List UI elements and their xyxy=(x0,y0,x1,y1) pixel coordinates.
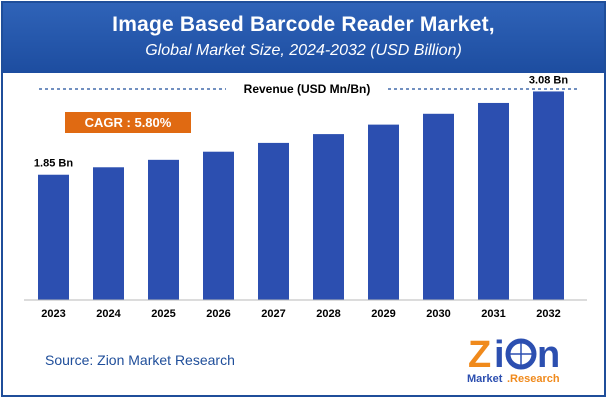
cagr-label: CAGR : 5.80% xyxy=(85,115,172,130)
bar-2027 xyxy=(258,142,289,300)
x-tick-label: 2026 xyxy=(206,308,230,320)
x-tick-label: 2031 xyxy=(481,308,505,320)
bar-2025 xyxy=(148,159,179,300)
bar-2032 xyxy=(533,91,564,300)
svg-text:.Research: .Research xyxy=(507,373,560,385)
x-tick-label: 2030 xyxy=(426,308,450,320)
svg-text:Z: Z xyxy=(468,334,491,376)
legend-label: Revenue (USD Mn/Bn) xyxy=(244,82,371,96)
bar-2030 xyxy=(423,113,454,301)
chart-subtitle: Global Market Size, 2024-2032 (USD Billi… xyxy=(145,42,462,59)
bar-chart: Revenue (USD Mn/Bn) CAGR : 5.80% 1.85 Bn… xyxy=(24,74,587,320)
source-note: Source: Zion Market Research xyxy=(45,352,235,368)
chart-title: Image Based Barcode Reader Market, xyxy=(112,13,495,36)
bar-2029 xyxy=(368,124,399,301)
chart-frame: Image Based Barcode Reader Market, Globa… xyxy=(1,1,606,397)
data-label: 1.85 Bn xyxy=(34,158,73,170)
x-tick-label: 2025 xyxy=(151,308,175,320)
cagr-badge xyxy=(65,112,191,133)
svg-text:n: n xyxy=(537,334,560,376)
x-tick-label: 2032 xyxy=(536,308,560,320)
bar-2023 xyxy=(38,174,69,300)
bar-2024 xyxy=(93,167,124,300)
x-tick-label: 2027 xyxy=(261,308,285,320)
bar-2031 xyxy=(478,102,509,300)
x-tick-label: 2028 xyxy=(316,308,340,320)
svg-text:Market: Market xyxy=(467,373,503,385)
svg-text:i: i xyxy=(494,334,505,376)
x-tick-label: 2023 xyxy=(41,308,65,320)
bar-series: 1.85 Bn 3.08 Bn xyxy=(34,74,568,301)
x-tick-label: 2029 xyxy=(371,308,395,320)
chart-header: Image Based Barcode Reader Market, Globa… xyxy=(3,3,604,73)
bar-2028 xyxy=(313,134,344,300)
bar-2026 xyxy=(203,151,234,300)
zion-logo: Z i n Market .Research xyxy=(467,334,560,385)
x-tick-label: 2024 xyxy=(96,308,121,320)
data-label: 3.08 Bn xyxy=(529,74,568,86)
x-axis-ticks: 2023 2024 2025 2026 2027 2028 2029 2030 2031 2032 xyxy=(41,308,560,320)
